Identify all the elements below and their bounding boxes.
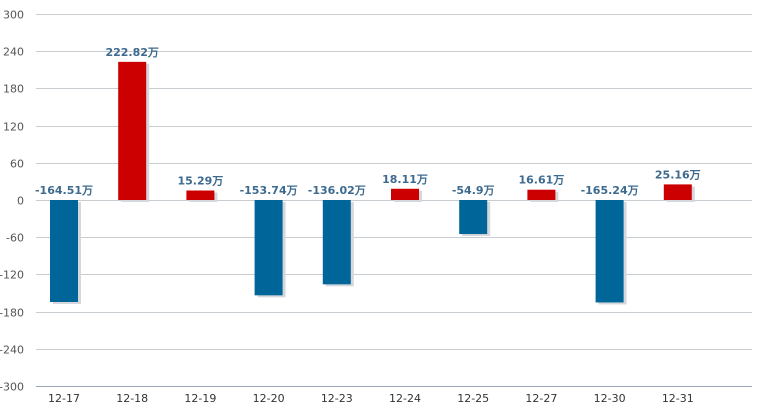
y-tick-label: 60 bbox=[10, 158, 24, 171]
x-tick-label: 12-27 bbox=[525, 392, 557, 405]
y-tick-label: -120 bbox=[0, 269, 24, 282]
x-axis-ticks: 12-17 12-18 12-19 12-20 12-23 12-24 12-25 12-27… bbox=[48, 392, 694, 405]
bar bbox=[391, 188, 419, 200]
bar bbox=[459, 200, 488, 235]
y-tick-label: 0 bbox=[17, 195, 24, 208]
data-label: -153.74万 bbox=[240, 184, 298, 197]
y-tick-label: 120 bbox=[3, 121, 24, 134]
bar bbox=[595, 200, 624, 303]
y-axis-ticks: 300 240 180 120 60 0 -60 -120 -180 -240 -300 bbox=[0, 9, 24, 394]
x-tick-label: 12-18 bbox=[116, 392, 148, 405]
y-tick-label: 180 bbox=[3, 83, 24, 96]
data-label: 15.29万 bbox=[178, 175, 224, 188]
y-tick-label: -60 bbox=[6, 232, 24, 245]
y-tick-label: -180 bbox=[0, 307, 24, 320]
data-label: 25.16万 bbox=[655, 168, 701, 181]
bar bbox=[663, 184, 692, 200]
x-tick-label: 12-23 bbox=[321, 392, 353, 405]
y-tick-label: -240 bbox=[0, 344, 24, 357]
data-label: -165.24万 bbox=[581, 184, 639, 197]
data-label: 18.11万 bbox=[382, 173, 428, 186]
x-tick-label: 12-25 bbox=[457, 392, 489, 405]
bar bbox=[254, 200, 283, 296]
x-tick-label: 12-31 bbox=[662, 392, 694, 405]
x-tick-label: 12-30 bbox=[594, 392, 626, 405]
bar bbox=[186, 190, 215, 200]
bar bbox=[322, 200, 351, 285]
data-label: 16.61万 bbox=[519, 174, 565, 187]
y-tick-label: 300 bbox=[3, 9, 24, 22]
y-tick-label: -300 bbox=[0, 381, 24, 394]
bar bbox=[118, 61, 147, 201]
data-label: 222.82万 bbox=[105, 46, 158, 59]
bar bbox=[527, 189, 556, 200]
data-label: -164.51万 bbox=[35, 184, 93, 197]
bars bbox=[50, 61, 695, 305]
x-tick-label: 12-24 bbox=[389, 392, 421, 405]
data-label: -54.9万 bbox=[452, 184, 495, 197]
y-tick-label: 240 bbox=[3, 46, 24, 59]
x-tick-label: 12-20 bbox=[253, 392, 285, 405]
data-labels: -164.51万 222.82万 15.29万 -153.74万 -136.02万 18.… bbox=[35, 46, 701, 197]
data-label: -136.02万 bbox=[308, 184, 366, 197]
x-tick-label: 12-17 bbox=[48, 392, 80, 405]
bar bbox=[50, 200, 78, 302]
x-tick-label: 12-19 bbox=[184, 392, 216, 405]
